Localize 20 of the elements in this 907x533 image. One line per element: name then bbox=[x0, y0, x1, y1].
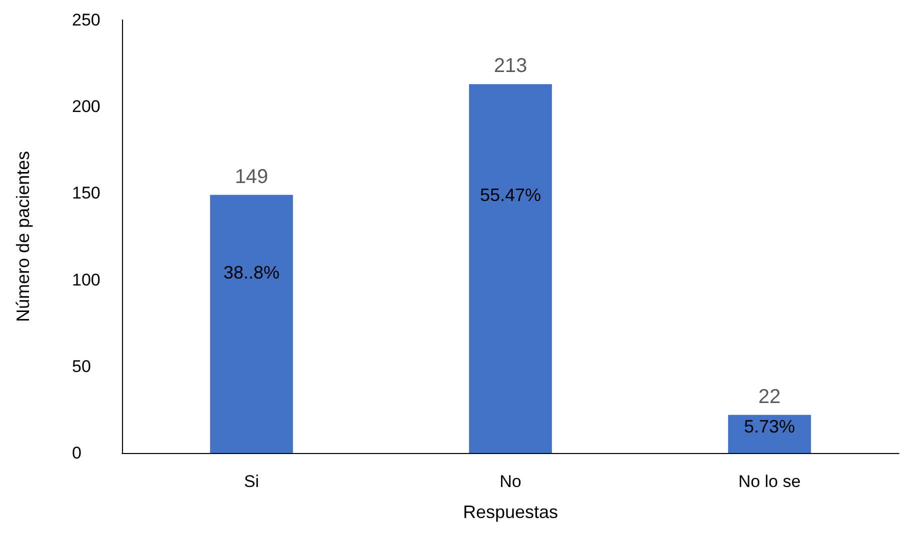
annotation: 38..8% bbox=[223, 262, 280, 282]
bar bbox=[469, 84, 552, 453]
bar bbox=[210, 194, 293, 453]
x-tick-label: Si bbox=[244, 472, 260, 491]
data-label: 22 bbox=[758, 386, 781, 408]
y-axis-title: Número de pacientes bbox=[13, 150, 33, 322]
x-axis-title: Respuestas bbox=[462, 502, 558, 522]
y-tick-label: 150 bbox=[72, 184, 100, 203]
y-tick-label: 50 bbox=[72, 356, 91, 376]
x-tick-label: No lo se bbox=[738, 472, 801, 491]
bar bbox=[728, 414, 811, 453]
data-label: 149 bbox=[234, 166, 268, 188]
data-label: 213 bbox=[494, 55, 528, 78]
y-tick-label: 200 bbox=[72, 97, 100, 116]
y-tick-label: 0 bbox=[72, 444, 82, 462]
y-tick-label: 100 bbox=[72, 270, 100, 290]
annotation: 55.47% bbox=[480, 184, 542, 205]
annotation: 5.73% bbox=[744, 416, 796, 436]
y-tick-label: 250 bbox=[72, 10, 100, 30]
x-tick-label: No bbox=[500, 472, 522, 491]
